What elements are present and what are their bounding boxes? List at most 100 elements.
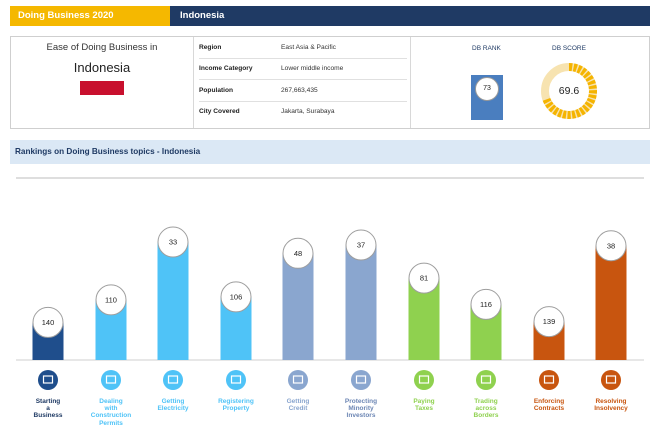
rank-circle: [157, 226, 189, 258]
info-value: Jakarta, Surabaya: [281, 108, 335, 116]
bar: [157, 242, 189, 360]
info-row: Region East Asia & Pacific: [199, 37, 407, 59]
data-label: 116: [480, 300, 492, 309]
data-label: 140: [42, 318, 55, 327]
rank-circle: [595, 230, 627, 262]
category-label-line: Investors: [346, 412, 376, 420]
category-label-line: Resolving: [595, 398, 627, 405]
category-label-line: Property: [222, 405, 250, 413]
db-score-value: 69.6: [558, 85, 580, 97]
icon-glyph: [480, 375, 492, 384]
info-value: 267,663,435: [281, 86, 318, 94]
info-key: Income Category: [199, 65, 253, 73]
briefcase-icon: [38, 370, 58, 390]
courthouse-icon: [539, 370, 559, 390]
category-label: Trading across Borders: [457, 398, 515, 420]
category-label-line: Starting: [35, 398, 61, 405]
rank-circle: [95, 284, 127, 316]
info-row: Income Category Lower middle income: [199, 59, 407, 80]
wallet-icon: [288, 370, 308, 390]
db-rank-label: DB RANK: [472, 45, 501, 52]
rank-circle: [470, 288, 502, 320]
category-label-line: across: [475, 405, 497, 413]
category-label-line: Insolvency: [594, 405, 628, 413]
data-label: 37: [357, 241, 365, 250]
economy-info-table: Region East Asia & Pacific Income Catego…: [199, 37, 407, 122]
category-label-line: Taxes: [415, 405, 433, 413]
category-label-line: Trading: [474, 398, 498, 405]
category-label-line: Borders: [473, 412, 499, 420]
divider: [193, 37, 194, 128]
icon-glyph: [543, 375, 555, 384]
category-label-line: Getting: [286, 398, 310, 405]
info-value: East Asia & Pacific: [281, 43, 336, 51]
truck-icon: [476, 370, 496, 390]
bar: [282, 253, 314, 360]
rank-circle: [345, 229, 377, 261]
summary-economy: Indonesia: [73, 60, 131, 75]
data-label: 48: [294, 249, 302, 258]
category-label: Dealing with Construction Permits: [82, 398, 140, 427]
rankings-chart: 140 110 33 106 48 37 81 116 139 38 Starting a Busin…: [0, 170, 650, 429]
report-header: Doing Business 2020 Indonesia: [10, 6, 650, 26]
category-label-line: Registering: [218, 398, 254, 405]
economy-title: Indonesia: [170, 6, 650, 26]
db-score-label: DB SCORE: [552, 45, 586, 52]
category-label-line: Protecting: [344, 398, 378, 405]
info-value: Lower middle income: [281, 65, 344, 73]
data-label: 139: [543, 317, 556, 326]
category-label: Resolving Insolvency: [582, 398, 640, 412]
icon-glyph: [42, 375, 54, 384]
category-label-line: Construction: [90, 412, 132, 420]
category-label: Enforcing Contracts: [520, 398, 578, 412]
data-label: 38: [607, 241, 615, 250]
category-label-line: Electricity: [157, 405, 189, 413]
rankings-chart-svg: 140 110 33 106 48 37 81 116 139 38: [16, 177, 644, 390]
icon-glyph: [105, 375, 117, 384]
icon-glyph: [355, 375, 367, 384]
category-label: Registering Property: [207, 398, 265, 412]
bar: [595, 245, 627, 360]
category-label-line: Contracts: [533, 405, 565, 413]
category-label: Starting a Business: [19, 398, 77, 420]
wrench-icon: [101, 370, 121, 390]
flag-icon: [80, 81, 124, 95]
db-rank-value: 73: [475, 77, 499, 101]
category-label: Getting Electricity: [144, 398, 202, 412]
category-label: Getting Credit: [269, 398, 327, 412]
info-row: City Covered Jakarta, Surabaya: [199, 102, 407, 123]
category-label-line: Business: [33, 412, 63, 420]
icon-glyph: [418, 375, 430, 384]
db-score-gauge: 69.6: [538, 60, 600, 122]
category-label-line: with: [104, 405, 118, 413]
category-label-line: Enforcing: [533, 398, 565, 405]
rank-circle: [220, 281, 252, 313]
category-label: Protecting Minority Investors: [332, 398, 390, 420]
info-row: Population 267,663,435: [199, 80, 407, 102]
icon-glyph: [230, 375, 242, 384]
category-label-line: Minority: [348, 405, 374, 413]
rank-circle: [408, 262, 440, 294]
data-label: 110: [105, 295, 117, 304]
ease-of-doing-business-block: Ease of Doing Business in Indonesia: [11, 37, 193, 128]
icon-glyph: [605, 375, 617, 384]
info-key: City Covered: [199, 108, 240, 116]
money-icon: [414, 370, 434, 390]
rank-circle: [533, 306, 565, 338]
summary-heading: Ease of Doing Business in: [46, 42, 158, 53]
info-key: Population: [199, 86, 234, 94]
trend-icon: [351, 370, 371, 390]
bar: [345, 245, 377, 360]
lightning-icon: [163, 370, 183, 390]
section-title: Rankings on Doing Business topics - Indo…: [10, 140, 650, 164]
data-label: 81: [420, 274, 428, 283]
rank-circle: [32, 306, 64, 338]
category-label: Paying Taxes: [395, 398, 453, 412]
category-label-line: Credit: [288, 405, 308, 413]
score-donut: [541, 63, 597, 119]
data-label: 33: [169, 238, 177, 247]
gavel-icon: [601, 370, 621, 390]
icon-glyph: [292, 375, 304, 384]
category-label-line: Permits: [99, 419, 123, 427]
data-label: 106: [230, 292, 243, 301]
